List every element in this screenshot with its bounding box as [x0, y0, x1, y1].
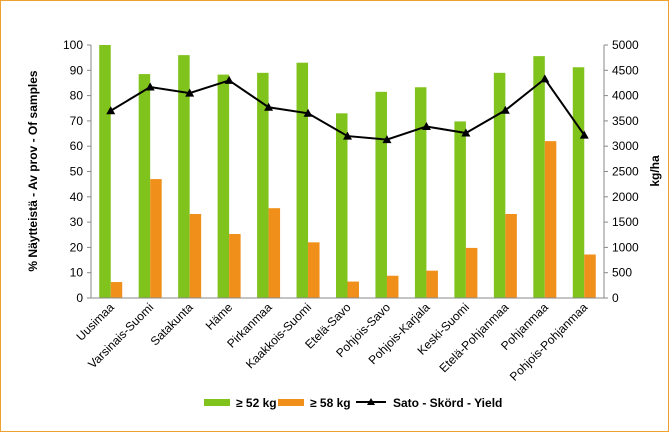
right-tick-labels: 0 500 1000 1500 2000 2500 3000 3500 4000 4500 5000 [604, 38, 639, 305]
bar-58kg-5 [308, 242, 320, 298]
yield-marker-4 [264, 102, 274, 111]
yield-marker-6 [343, 131, 352, 140]
right-tick-label-0: 0 [612, 291, 619, 305]
left-tick-label-0: 0 [76, 291, 83, 305]
bar-52kg-10 [493, 72, 506, 298]
yield-marker-9 [461, 128, 471, 137]
left-tick-label-5: 50 [70, 165, 84, 179]
bar-52kg-9 [454, 121, 466, 298]
legend-swatch-yield-marker [367, 398, 375, 405]
right-tick-label-3: 1500 [612, 215, 639, 229]
category-label-10: Etelä-Pohjanmaa [436, 300, 511, 375]
bar-52kg-12 [572, 67, 585, 298]
right-tick-label-6: 3000 [612, 139, 639, 153]
left-tick-label-6: 60 [70, 139, 84, 153]
yield-marker-12 [579, 130, 589, 139]
yield-marker-1 [145, 82, 155, 91]
right-tick-label-8: 4000 [612, 89, 639, 103]
y2-axis-title: kg/ha [648, 155, 662, 187]
bar-58kg-2 [189, 214, 202, 298]
right-tick-label-7: 3500 [612, 114, 639, 128]
bar-52kg-4 [257, 72, 269, 298]
yield-marker-11 [540, 74, 550, 83]
bar-52kg-0 [99, 45, 111, 298]
bar-group [99, 45, 596, 299]
bar-58kg-11 [544, 141, 557, 298]
bar-52kg-7 [375, 91, 387, 298]
legend-label-52kg: ≥ 52 kg [236, 396, 277, 410]
legend-label-58kg: ≥ 58 kg [310, 396, 351, 410]
y-axis-title: % Näytteistä - Av prov - Of samples [26, 70, 40, 271]
right-tick-label-1: 500 [612, 266, 632, 280]
right-tick-label-9: 4500 [612, 63, 639, 77]
bar-52kg-5 [296, 62, 309, 299]
bar-52kg-3 [217, 74, 230, 298]
category-label-2: Satakunta [148, 300, 196, 348]
bar-52kg-1 [138, 74, 151, 298]
bar-58kg-1 [150, 179, 162, 298]
bar-52kg-8 [414, 87, 427, 298]
left-tick-label-3: 30 [70, 215, 84, 229]
legend-label-yield: Sato - Skörd - Yield [393, 396, 502, 410]
bar-58kg-7 [386, 275, 399, 298]
bar-58kg-12 [584, 254, 596, 298]
right-tick-label-10: 5000 [612, 38, 639, 52]
yield-marker-10 [500, 105, 510, 114]
bar-52kg-2 [178, 55, 190, 299]
bar-58kg-8 [426, 270, 438, 298]
yield-marker-8 [421, 121, 431, 130]
left-tick-label-2: 20 [70, 240, 84, 254]
legend-swatch-58kg [278, 399, 304, 406]
category-label-3: Häme [203, 300, 236, 333]
right-tick-label-2: 1000 [612, 240, 639, 254]
left-tick-labels: 0 10 20 30 40 50 60 70 80 90 100 [63, 38, 91, 305]
left-tick-label-9: 90 [70, 63, 84, 77]
bar-58kg-4 [268, 208, 281, 298]
bar-58kg-9 [465, 247, 478, 298]
legend-swatch-52kg [204, 399, 230, 406]
bar-52kg-11 [533, 56, 545, 298]
left-tick-label-7: 70 [70, 114, 84, 128]
yield-marker-0 [106, 106, 116, 115]
legend: ≥ 52 kg ≥ 58 kg Sato - Skörd - Yield [204, 396, 502, 410]
bar-58kg-0 [110, 282, 123, 298]
category-label-12: Pohjois-Pohjanmaa [507, 300, 591, 384]
bar-58kg-3 [229, 233, 241, 298]
left-tick-label-4: 40 [70, 190, 84, 204]
left-tick-label-10: 100 [63, 38, 83, 52]
bar-58kg-10 [505, 214, 517, 298]
yield-line-group [106, 74, 589, 144]
right-tick-label-4: 2000 [612, 190, 639, 204]
left-tick-label-1: 10 [70, 266, 84, 280]
yield-marker-5 [303, 108, 313, 117]
right-tick-label-5: 2500 [612, 165, 639, 179]
left-tick-label-8: 80 [70, 89, 84, 103]
yield-marker-2 [185, 88, 195, 97]
bar-58kg-6 [347, 281, 359, 298]
yield-marker-3 [224, 75, 234, 84]
bar-52kg-6 [336, 113, 348, 298]
yield-marker-7 [382, 135, 392, 144]
